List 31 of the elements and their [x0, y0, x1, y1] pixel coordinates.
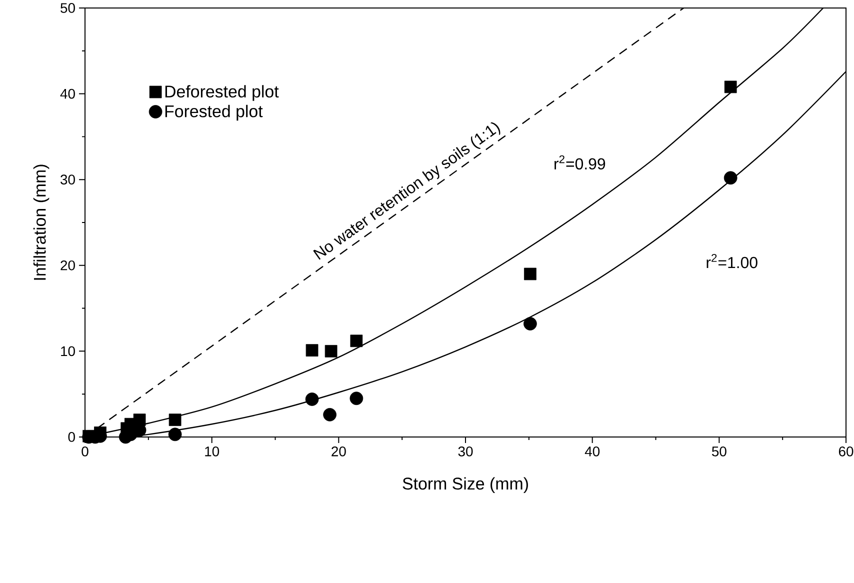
point: [350, 334, 363, 348]
y-tick-label: 40: [60, 88, 75, 99]
x-tick-label: 40: [584, 446, 600, 456]
x-tick-label: 10: [205, 446, 220, 456]
legend-label: Deforested plot: [165, 85, 279, 101]
point: [323, 408, 336, 422]
y-axis-title: Infiltration (mm): [33, 164, 50, 280]
point: [524, 317, 537, 330]
legend-label: Forested plot: [165, 104, 263, 121]
x-axis-title: Storm Size (mm): [402, 477, 528, 493]
x-tick-label: 60: [838, 446, 854, 456]
x-tick-label: 30: [458, 446, 473, 456]
y-tick-label: 10: [61, 346, 75, 356]
point: [168, 414, 182, 426]
point: [324, 345, 338, 358]
point: [724, 80, 737, 94]
point: [168, 428, 182, 442]
point: [524, 268, 536, 280]
x-tick-label: 0: [82, 446, 88, 456]
x-tick-label: 50: [712, 446, 726, 456]
point: [305, 392, 319, 406]
annotation: r$^{2}$=0.99: [554, 155, 606, 170]
x-tick-label: 20: [332, 446, 346, 456]
point: [724, 171, 738, 185]
annotation: r$^{2}$=1.00: [706, 254, 758, 268]
y-tick-label: 50: [60, 3, 75, 13]
point: [350, 392, 364, 406]
y-tick-label: 20: [60, 260, 75, 270]
point: [306, 344, 318, 357]
y-tick-label: 0: [68, 432, 75, 442]
y-tick-label: 30: [60, 174, 75, 185]
